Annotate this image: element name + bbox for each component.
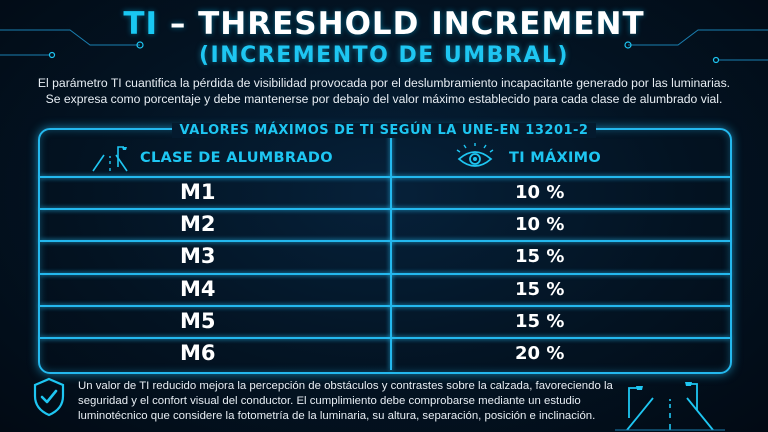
table-caption-text: VALORES MÁXIMOS DE TI SEGÚN LA UNE-EN 13… xyxy=(171,123,597,138)
circuit-decoration-left xyxy=(0,29,144,59)
cell-clase: M6 xyxy=(180,341,216,365)
header-clase-de-alumbrado: CLASE DE ALUMBRADO xyxy=(90,140,380,176)
row-separator xyxy=(40,305,730,307)
table-row-m5: M5 15 % xyxy=(40,305,730,336)
cell-ti: 10 % xyxy=(515,182,565,203)
page-title: TI – THRESHOLD INCREMENT xyxy=(0,6,768,42)
cell-clase: M4 xyxy=(180,277,216,301)
table-row-m2: M2 10 % xyxy=(40,208,730,239)
table-column-divider xyxy=(390,130,392,370)
header-ti-maximo: TI MÁXIMO xyxy=(455,140,695,176)
header-ti-label: TI MÁXIMO xyxy=(509,150,602,166)
circuit-decoration-right xyxy=(624,29,768,64)
row-separator xyxy=(40,337,730,339)
cell-clase: M3 xyxy=(180,244,216,268)
table-row-m6: M6 20 % xyxy=(40,337,730,368)
description-line-2: Se expresa como porcentaje y debe manten… xyxy=(45,92,723,106)
row-separator xyxy=(40,208,730,210)
table-caption: VALORES MÁXIMOS DE TI SEGÚN LA UNE-EN 13… xyxy=(0,119,768,138)
row-separator xyxy=(40,273,730,275)
cell-ti: 15 % xyxy=(515,311,565,332)
eye-icon xyxy=(456,143,494,167)
title-accent: TI xyxy=(123,6,159,42)
cell-clase: M5 xyxy=(180,309,216,333)
cell-ti: 10 % xyxy=(515,214,565,235)
row-separator xyxy=(40,176,730,178)
row-separator xyxy=(40,240,730,242)
footer-note: Un valor de TI reducido mejora la percep… xyxy=(78,380,613,422)
description: El parámetro TI cuantifica la pérdida de… xyxy=(30,75,738,107)
title-main: – THRESHOLD INCREMENT xyxy=(158,6,645,42)
cell-ti: 20 % xyxy=(515,343,565,364)
cell-ti: 15 % xyxy=(515,246,565,267)
cell-ti: 15 % xyxy=(515,279,565,300)
header-clase-label: CLASE DE ALUMBRADO xyxy=(140,150,333,166)
table-row-m1: M1 10 % xyxy=(40,176,730,207)
street-lamp-road-icon xyxy=(92,146,128,172)
shield-check-icon xyxy=(33,377,65,417)
street-lights-road-icon xyxy=(615,382,725,431)
cell-clase: M1 xyxy=(180,180,216,204)
page-subtitle: (INCREMENTO DE UMBRAL) xyxy=(199,43,569,68)
cell-clase: M2 xyxy=(180,212,216,236)
table-row-m3: M3 15 % xyxy=(40,240,730,271)
description-line-1: El parámetro TI cuantifica la pérdida de… xyxy=(37,76,731,90)
table-row-m4: M4 15 % xyxy=(40,273,730,304)
